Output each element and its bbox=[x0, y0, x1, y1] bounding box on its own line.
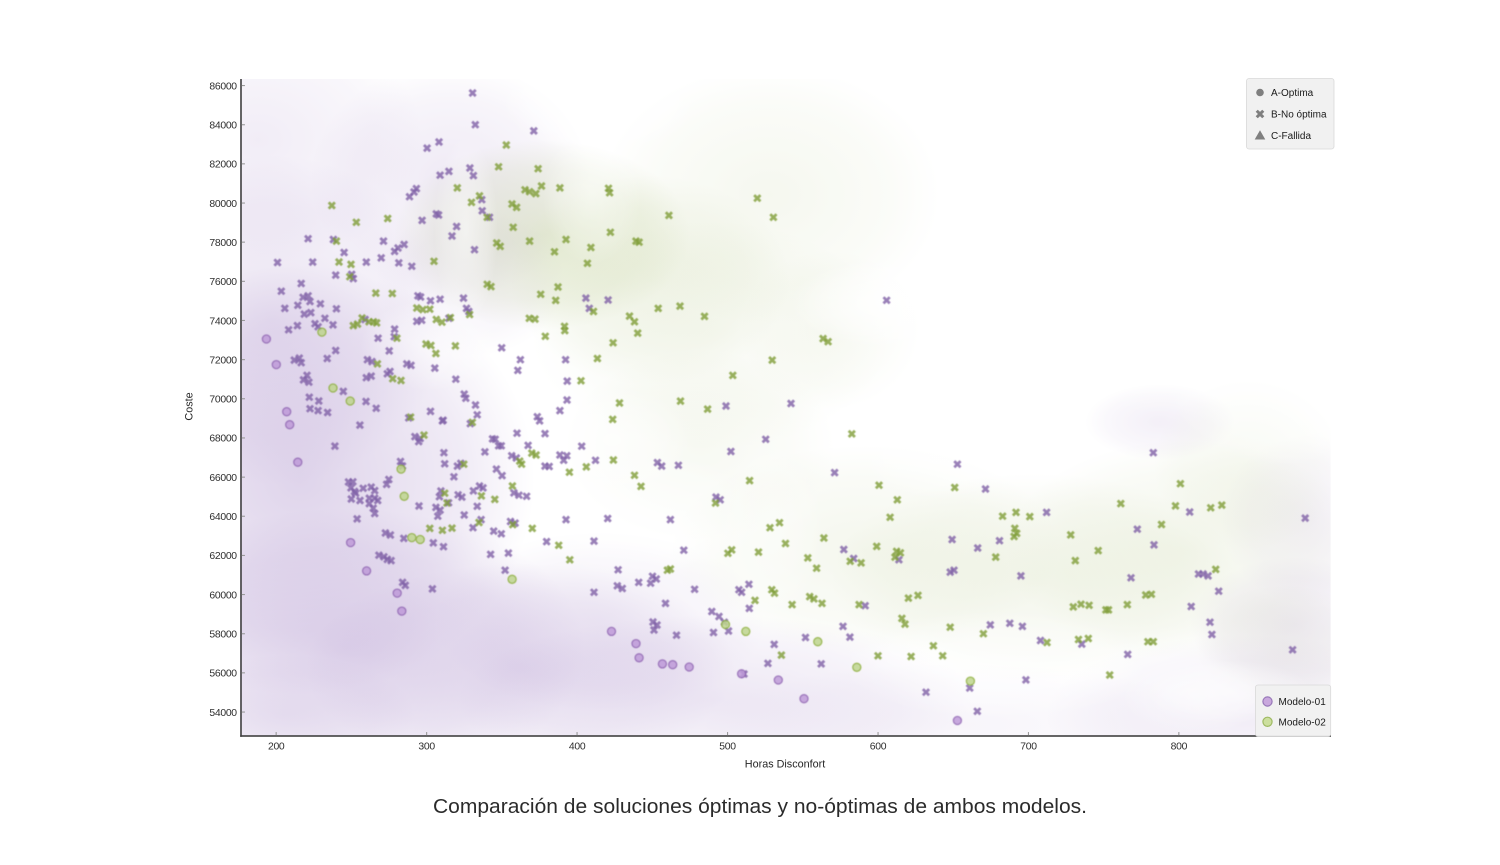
svg-text:500: 500 bbox=[719, 742, 736, 753]
svg-text:Coste: Coste bbox=[184, 392, 196, 420]
svg-text:72000: 72000 bbox=[209, 355, 237, 366]
svg-text:80000: 80000 bbox=[209, 199, 237, 210]
svg-text:400: 400 bbox=[569, 742, 586, 753]
svg-text:B-No óptima: B-No óptima bbox=[1271, 110, 1327, 121]
svg-text:A-Optima: A-Optima bbox=[1271, 88, 1314, 99]
svg-text:66000: 66000 bbox=[209, 473, 237, 484]
svg-text:Modelo-01: Modelo-01 bbox=[1279, 697, 1327, 708]
svg-text:58000: 58000 bbox=[209, 630, 237, 641]
svg-text:54000: 54000 bbox=[209, 708, 237, 719]
svg-text:56000: 56000 bbox=[209, 669, 237, 680]
svg-text:C-Fallida: C-Fallida bbox=[1271, 131, 1311, 142]
svg-text:86000: 86000 bbox=[209, 81, 237, 92]
svg-text:76000: 76000 bbox=[209, 277, 237, 288]
svg-text:300: 300 bbox=[418, 742, 435, 753]
svg-text:Horas Disconfort: Horas Disconfort bbox=[745, 759, 825, 771]
svg-text:600: 600 bbox=[870, 742, 887, 753]
svg-text:62000: 62000 bbox=[209, 551, 237, 562]
svg-text:74000: 74000 bbox=[209, 316, 237, 327]
svg-text:700: 700 bbox=[1020, 742, 1037, 753]
svg-text:82000: 82000 bbox=[209, 160, 237, 171]
svg-text:64000: 64000 bbox=[209, 512, 237, 523]
svg-text:68000: 68000 bbox=[209, 434, 237, 445]
svg-text:200: 200 bbox=[268, 742, 285, 753]
svg-text:84000: 84000 bbox=[209, 121, 237, 132]
svg-text:70000: 70000 bbox=[209, 395, 237, 406]
svg-text:Modelo-02: Modelo-02 bbox=[1279, 717, 1327, 728]
svg-text:800: 800 bbox=[1171, 742, 1188, 753]
svg-text:60000: 60000 bbox=[209, 590, 237, 601]
svg-text:Comparación de soluciones ópti: Comparación de soluciones óptimas y no-ó… bbox=[433, 796, 1087, 818]
svg-text:78000: 78000 bbox=[209, 238, 237, 249]
